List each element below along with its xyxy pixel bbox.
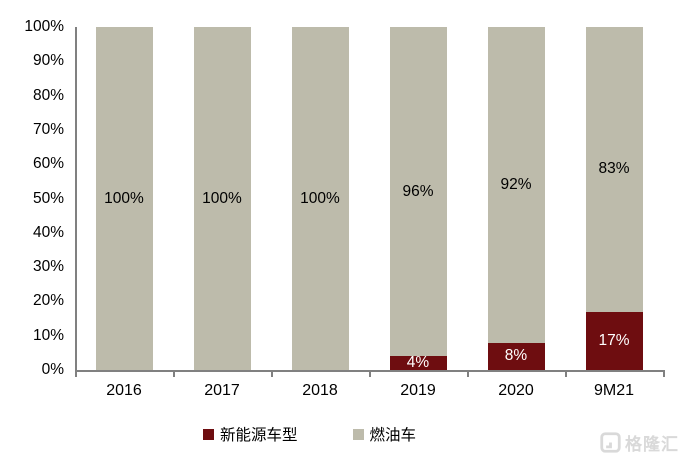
x-axis-tick	[173, 371, 175, 377]
bar-segment	[389, 356, 447, 370]
legend-label: 新能源车型	[219, 427, 298, 444]
x-axis-tick	[565, 371, 567, 377]
bar-segment	[291, 27, 349, 370]
x-axis-category-label: 2019	[400, 382, 436, 399]
y-axis-tick-label: 20%	[32, 292, 64, 310]
y-axis-tick-label: 10%	[32, 326, 64, 344]
legend-item: 燃油车	[352, 423, 417, 445]
x-axis-category-label: 2016	[106, 382, 142, 399]
bar-segment	[585, 27, 643, 312]
x-axis-tick	[271, 371, 273, 377]
bar-segment	[389, 27, 447, 357]
y-axis-line	[75, 27, 77, 372]
y-axis-tick-label: 60%	[32, 155, 64, 173]
y-axis-tick-label: 40%	[32, 223, 64, 241]
y-axis-tick-label: 80%	[32, 86, 64, 104]
x-axis-line	[75, 370, 665, 372]
y-axis-tick-label: 30%	[32, 258, 64, 276]
y-axis-tick-label: 70%	[32, 120, 64, 138]
y-axis-tick-label: 100%	[24, 18, 64, 35]
x-axis-category-label: 2017	[204, 382, 240, 399]
legend-item: 新能源车型	[202, 423, 298, 445]
x-axis-category-label: 2020	[498, 382, 534, 399]
y-axis-tick-label: 0%	[41, 361, 64, 378]
bar-segment	[585, 311, 643, 370]
x-axis-tick	[467, 371, 469, 377]
x-axis-category-label: 9M21	[593, 382, 635, 399]
legend-swatch	[202, 428, 214, 440]
bar-segment	[95, 27, 153, 370]
x-axis-category-label: 2018	[302, 382, 338, 399]
y-axis-tick-label: 90%	[32, 52, 64, 70]
legend-label: 燃油车	[369, 427, 417, 444]
legend: 新能源车型 燃油车	[0, 423, 685, 445]
gelonghui-logo-icon	[600, 432, 621, 453]
x-axis-tick	[75, 371, 77, 377]
x-axis-tick	[663, 371, 665, 377]
y-axis-tick-label: 50%	[32, 189, 64, 207]
bar-segment	[193, 27, 251, 370]
watermark-text: 格隆汇	[625, 435, 679, 454]
bar-segment	[487, 27, 545, 343]
legend-swatch	[352, 428, 364, 440]
x-axis-tick	[369, 371, 371, 377]
bar-segment	[487, 342, 545, 370]
gelonghui-watermark: 格隆汇	[600, 430, 679, 455]
